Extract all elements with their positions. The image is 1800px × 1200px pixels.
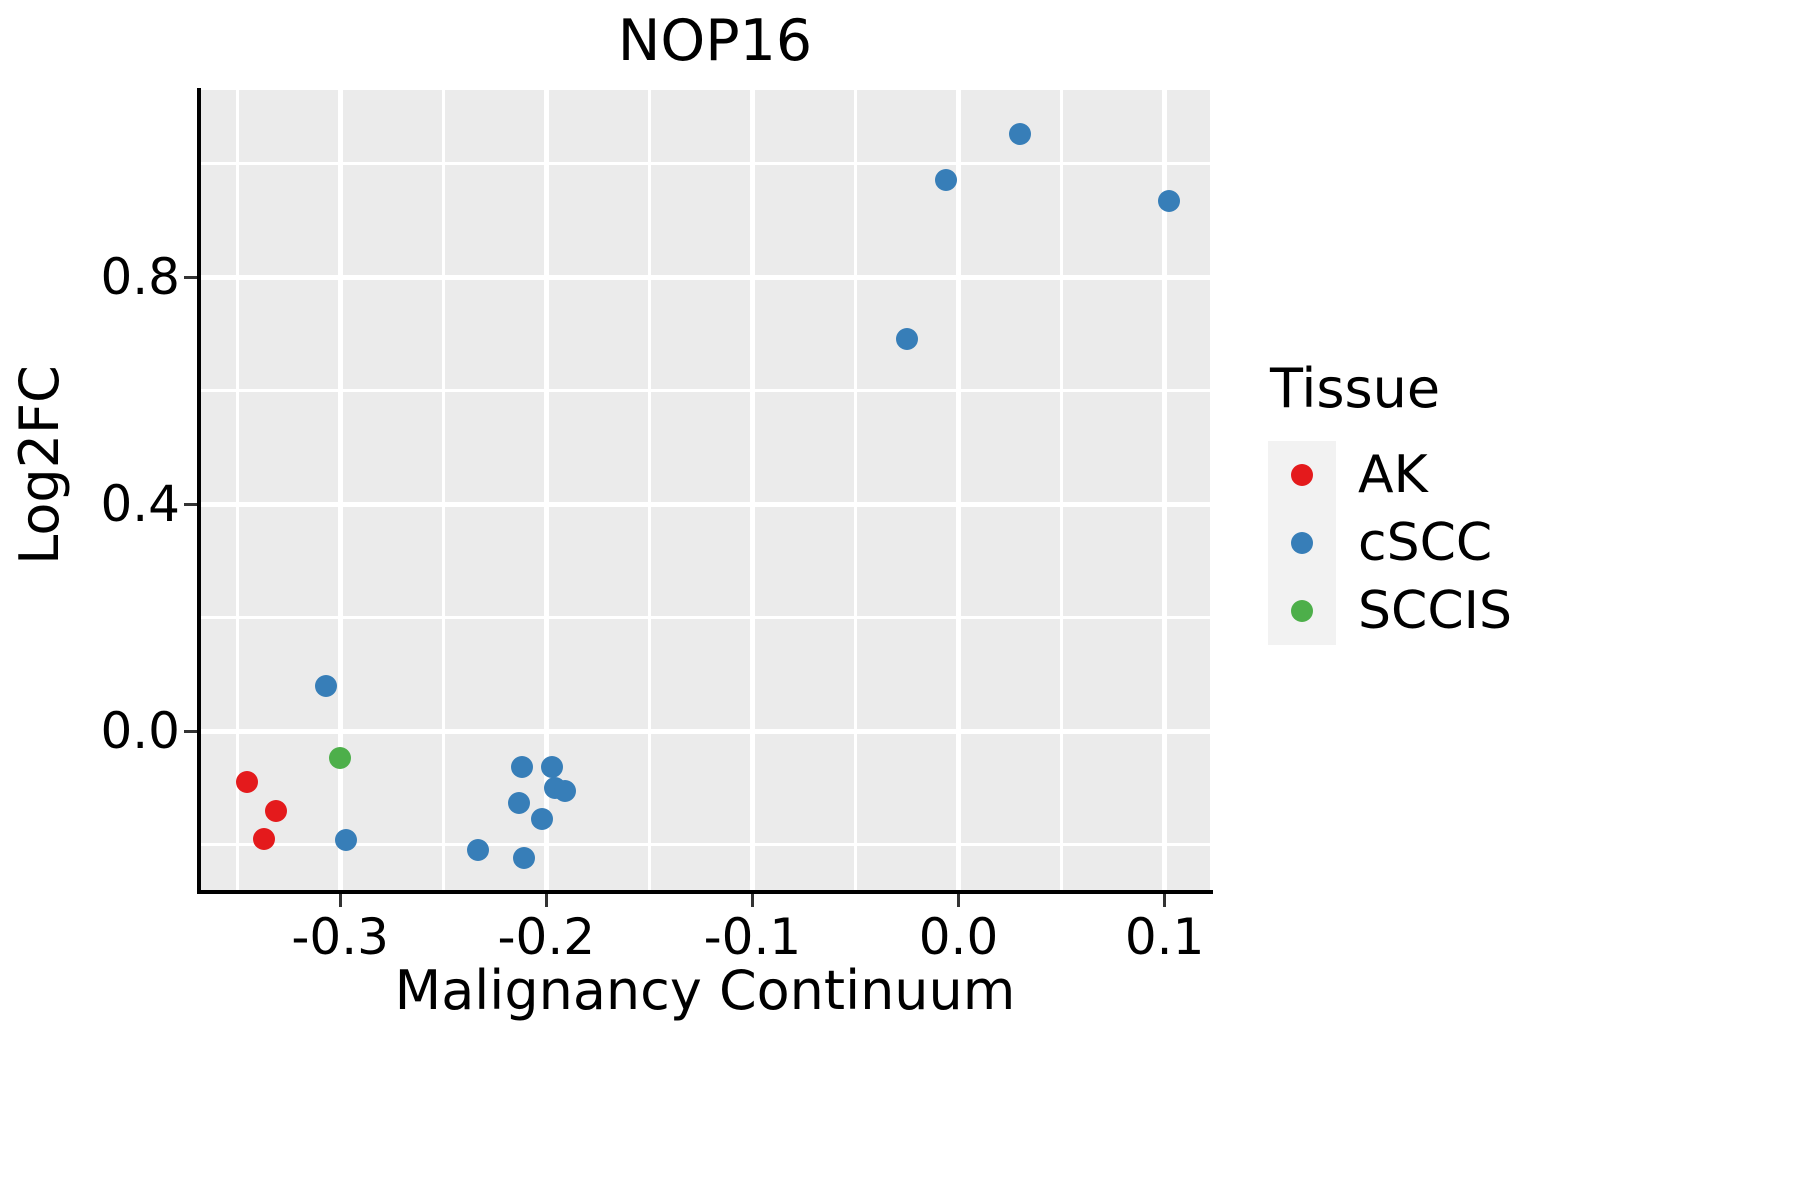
gridline-major-horizontal <box>200 501 1210 507</box>
data-point-cscc <box>467 838 490 861</box>
data-point-cscc <box>1157 190 1180 213</box>
legend-item-sccis[interactable]: SCCIS <box>1268 577 1512 645</box>
gridline-major-vertical <box>543 90 549 890</box>
gridline-major-vertical <box>1162 90 1168 890</box>
legend-marker-icon <box>1291 600 1313 622</box>
x-axis-tick-label: 0.1 <box>1124 908 1205 966</box>
data-point-cscc <box>508 792 531 815</box>
x-axis-tick <box>750 894 754 907</box>
legend-marker-icon <box>1291 464 1313 486</box>
gridline-minor-vertical <box>235 90 239 890</box>
data-point-cscc <box>935 169 958 192</box>
y-axis-tick <box>184 729 197 733</box>
data-point-ak <box>265 800 288 823</box>
x-axis-tick <box>1163 894 1167 907</box>
legend-items: AK cSCC SCCIS <box>1268 441 1512 645</box>
x-axis-tick <box>957 894 961 907</box>
data-point-cscc <box>512 847 535 870</box>
legend-item-label: AK <box>1358 445 1428 505</box>
gridline-major-vertical <box>337 90 343 890</box>
y-axis-line <box>197 88 201 894</box>
y-axis-tick-label: 0.8 <box>100 248 180 307</box>
legend-marker-icon <box>1291 532 1313 554</box>
data-point-cscc <box>896 327 918 350</box>
data-point-cscc <box>510 755 533 778</box>
gridline-major-horizontal <box>200 274 1210 280</box>
x-axis-tick-label: -0.1 <box>703 908 802 966</box>
chart-title: NOP16 <box>617 8 813 74</box>
x-axis-label: Malignancy Continuum <box>394 959 1016 1022</box>
y-axis-tick <box>184 502 197 506</box>
gridline-minor-horizontal <box>200 616 1210 620</box>
legend-key <box>1268 441 1336 509</box>
x-axis-tick-label: 0.0 <box>918 908 999 966</box>
y-axis-label: Log2FC <box>8 365 71 565</box>
gridline-major-horizontal <box>200 728 1210 734</box>
gridline-major-vertical <box>956 90 962 890</box>
gridline-minor-vertical <box>647 90 651 890</box>
data-point-cscc <box>314 674 337 697</box>
gridline-major-vertical <box>749 90 755 890</box>
y-axis-tick-label: 0.4 <box>100 475 180 534</box>
x-axis-tick <box>544 894 548 907</box>
legend: Tissue AK cSCC SCCIS <box>1268 355 1512 645</box>
data-point-ak <box>252 827 275 850</box>
legend-item-cscc[interactable]: cSCC <box>1268 509 1512 577</box>
x-axis-line <box>197 890 1213 894</box>
legend-item-ak[interactable]: AK <box>1268 441 1512 509</box>
x-axis-tick-label: -0.2 <box>497 908 596 966</box>
legend-key <box>1268 577 1336 645</box>
legend-item-label: SCCIS <box>1358 581 1512 641</box>
x-axis-tick-label: -0.3 <box>291 908 389 966</box>
gridline-minor-horizontal <box>200 389 1210 393</box>
legend-item-label: cSCC <box>1358 513 1493 573</box>
data-point-cscc <box>553 779 576 802</box>
data-point-cscc <box>541 755 564 778</box>
data-point-cscc <box>335 829 358 852</box>
data-point-cscc <box>1009 123 1032 146</box>
gridline-minor-vertical <box>1060 90 1064 890</box>
legend-key <box>1268 509 1336 577</box>
y-axis-tick-label: 0.0 <box>100 702 180 761</box>
legend-title: Tissue <box>1270 357 1441 420</box>
data-point-ak <box>236 771 259 794</box>
data-point-sccis <box>329 746 352 769</box>
y-axis-label-wrapper: Log2FC <box>5 65 75 865</box>
x-axis-tick <box>338 894 342 907</box>
plot-panel <box>200 90 1210 890</box>
gridline-minor-horizontal <box>200 162 1210 166</box>
gridline-minor-horizontal <box>200 843 1210 847</box>
data-point-cscc <box>531 808 554 831</box>
gridline-minor-vertical <box>441 90 445 890</box>
gridline-minor-vertical <box>853 90 857 890</box>
y-axis-tick <box>184 275 197 279</box>
